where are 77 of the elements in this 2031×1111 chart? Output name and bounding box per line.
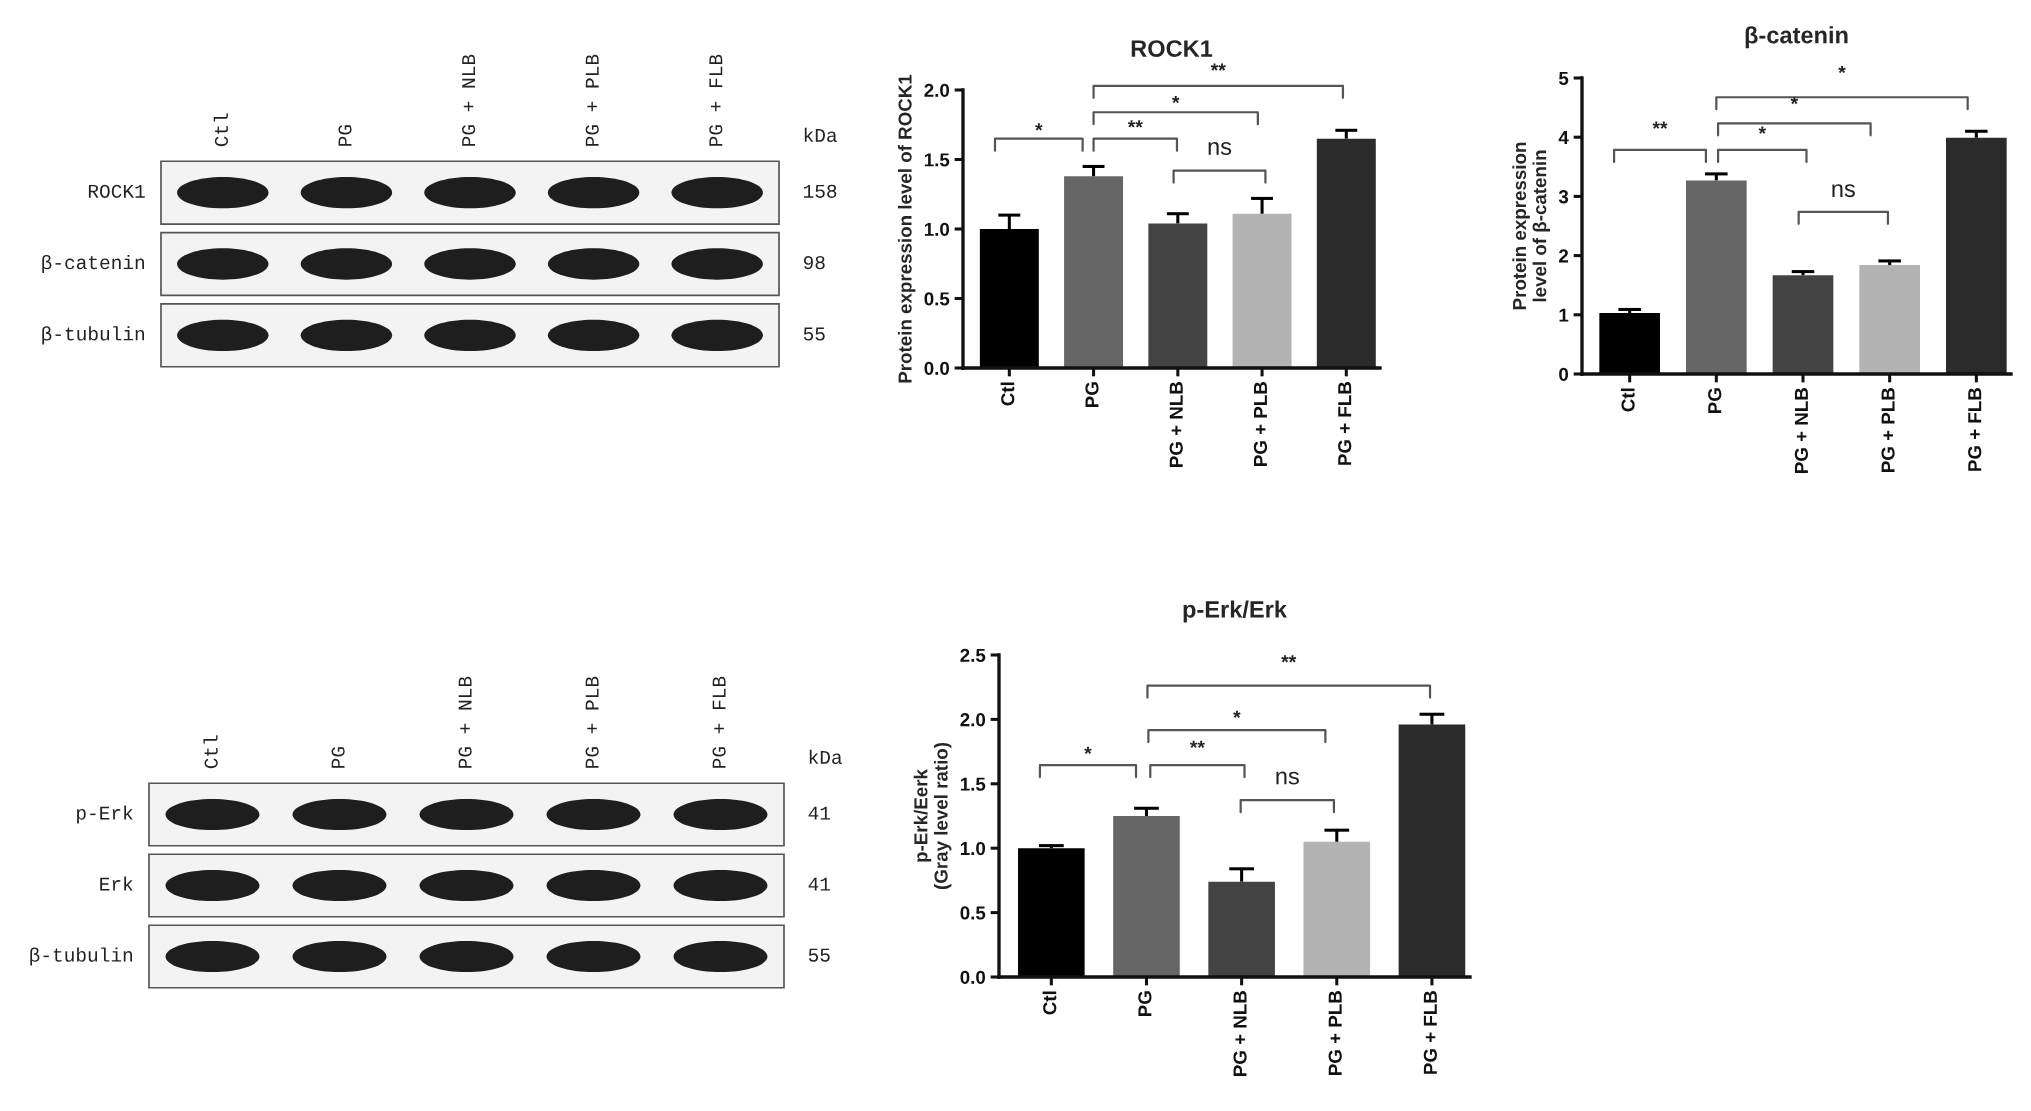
- category-label: β-catenin: [42, 254, 144, 274]
- y-tick-label: 2.5: [960, 648, 986, 662]
- x-tick-label: Ctl: [1620, 388, 1635, 412]
- y-tick-label: 1.5: [960, 777, 986, 791]
- annotation: *: [1758, 126, 1767, 134]
- category-label: Erk: [100, 876, 133, 891]
- x-tick-label: PG + NLB: [1169, 382, 1183, 467]
- y-tick-label: 1.5: [924, 153, 950, 167]
- x-tick-label: PG: [1138, 991, 1152, 1017]
- x-tick-label: PG + FLB: [1968, 388, 1982, 471]
- category-label: β-tubulin: [30, 947, 132, 966]
- text: kDa: [809, 749, 842, 765]
- annotation: *: [1790, 96, 1799, 105]
- annotation: ns: [1208, 142, 1232, 155]
- y-tick-label: 0: [1559, 367, 1569, 381]
- x-tick-label: PG + NLB: [1233, 991, 1247, 1076]
- y-axis-title: Protein expression level of ROCK1: [897, 74, 916, 383]
- y-tick-label: 1.0: [924, 222, 950, 236]
- x-tick-label: Ctl: [1042, 991, 1057, 1015]
- y-tick-label: 0.5: [924, 292, 950, 306]
- y-tick-label: 3: [1558, 190, 1569, 204]
- category-label: Ctl: [203, 735, 218, 769]
- category-label: p-Erk: [77, 805, 133, 824]
- category-label: PG + FLB: [712, 676, 726, 768]
- x-tick-label: PG + PLB: [1328, 991, 1342, 1075]
- category-label: 41: [808, 806, 831, 820]
- category-label: 158: [804, 184, 837, 198]
- y-tick-label: 2.0: [924, 83, 950, 97]
- y-tick-label: 2.0: [960, 713, 986, 727]
- annotation: **: [1652, 121, 1668, 129]
- chart-title: ROCK1: [1131, 40, 1213, 57]
- y-tick-label: 5: [1558, 71, 1569, 85]
- category-label: PG + PLB: [585, 676, 599, 768]
- annotation: ns: [1832, 184, 1855, 198]
- x-tick-label: PG + FLB: [1423, 991, 1437, 1074]
- annotation: **: [1189, 740, 1205, 749]
- y-axis-title: p-Erk/Eerk (Gray level ratio): [913, 742, 952, 890]
- y-tick-label: 1.0: [960, 841, 986, 856]
- category-label: PG + NLB: [458, 676, 472, 768]
- text: kDa: [804, 127, 837, 143]
- x-tick-label: PG: [1085, 382, 1099, 408]
- annotation: *: [1084, 746, 1092, 755]
- chart-title: p-Erk/Erk: [1183, 600, 1288, 623]
- annotation: *: [1171, 95, 1180, 104]
- category-label: PG + PLB: [585, 54, 599, 146]
- category-label: PG + NLB: [462, 54, 476, 146]
- category-label: 55: [808, 948, 830, 962]
- y-tick-label: 4: [1558, 131, 1569, 144]
- text: *: [1838, 65, 1846, 74]
- x-tick-label: PG + PLB: [1253, 382, 1268, 466]
- category-label: β-tubulin: [42, 326, 144, 345]
- x-tick-label: PG + PLB: [1881, 388, 1895, 472]
- annotation: **: [1127, 120, 1143, 128]
- annotation: *: [1233, 710, 1241, 718]
- y-tick-label: 2: [1559, 249, 1569, 263]
- chart-title: β-catenin: [1745, 26, 1848, 49]
- text: **: [1210, 63, 1226, 71]
- y-tick-label: 0.0: [924, 361, 950, 375]
- category-label: ROCK1: [88, 184, 145, 198]
- category-label: PG: [338, 125, 352, 146]
- category-label: PG: [331, 747, 345, 768]
- x-tick-label: Ctl: [1000, 382, 1015, 406]
- y-axis-title: Protein expression level of β-catenin: [1512, 142, 1551, 310]
- y-tick-label: 0.0: [960, 970, 986, 984]
- category-label: 98: [803, 256, 825, 270]
- x-tick-label: PG: [1708, 388, 1722, 414]
- category-label: 41: [808, 877, 831, 891]
- annotation: ns: [1276, 771, 1299, 785]
- annotation: **: [1281, 655, 1297, 663]
- y-tick-label: 1: [1559, 308, 1569, 322]
- y-tick-label: 0.5: [960, 906, 986, 920]
- category-label: Ctl: [213, 113, 229, 147]
- annotation: *: [1035, 123, 1043, 131]
- x-tick-label: PG + FLB: [1338, 382, 1352, 465]
- category-label: PG + FLB: [709, 54, 723, 146]
- category-label: 55: [803, 327, 825, 341]
- x-tick-label: PG + NLB: [1794, 388, 1809, 473]
